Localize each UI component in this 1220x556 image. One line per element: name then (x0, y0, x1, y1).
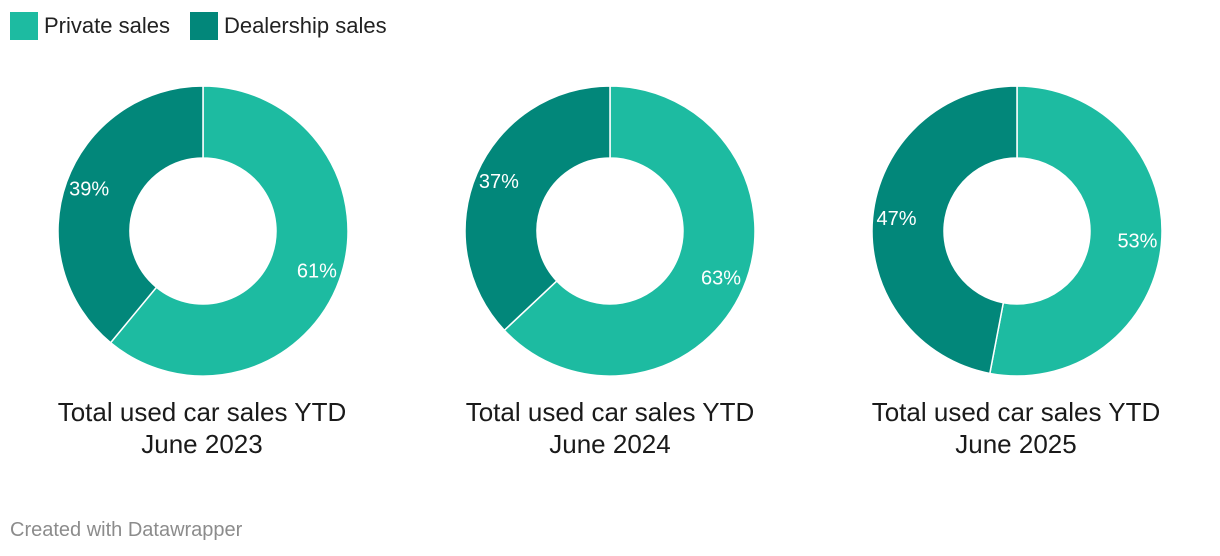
chart-title-line2: June 2023 (141, 429, 263, 459)
donut-slice-private-sales (988, 85, 1163, 377)
slice-value-label: 37% (479, 171, 519, 193)
legend-item-private-sales: Private sales (10, 12, 170, 40)
donut-slice-dealership-sales (871, 85, 1018, 375)
chart-title-line1: Total used car sales YTD (465, 397, 755, 427)
chart-title-line1: Total used car sales YTD (57, 397, 347, 427)
chart-title-line1: Total used car sales YTD (871, 397, 1161, 427)
legend-label-dealership-sales: Dealership sales (223, 13, 387, 38)
chart-title-2024: Total used car sales YTD June 2024 (430, 396, 790, 460)
legend-swatch-dealership-sales (189, 12, 218, 40)
donut-chart-0: 61% 39% (57, 85, 349, 377)
slice-value-label: 53% (1117, 231, 1157, 253)
slice-value-label: 63% (701, 267, 741, 289)
chart-title-line2: June 2025 (955, 429, 1077, 459)
footer-credit: Created with Datawrapper (10, 519, 243, 541)
slice-value-label: 61% (297, 260, 337, 282)
donut-slice-private-sales (503, 85, 756, 377)
donut-charts-svg: 61% 39% 63% 37% 53% 47% (57, 85, 1163, 377)
slice-value-label: 39% (69, 178, 109, 200)
legend-item-dealership-sales: Dealership sales (189, 12, 387, 40)
donut-slice-dealership-sales (464, 85, 611, 332)
donut-chart-2: 53% 47% (871, 85, 1163, 377)
legend-swatch-private-sales (10, 12, 38, 40)
legend: Private sales Dealership sales (10, 12, 387, 40)
slice-value-label: 47% (877, 208, 917, 230)
donut-chart-1: 63% 37% (464, 85, 756, 377)
chart-title-2023: Total used car sales YTD June 2023 (22, 396, 382, 460)
chart-title-2025: Total used car sales YTD June 2025 (836, 396, 1196, 460)
chart-title-line2: June 2024 (549, 429, 671, 459)
charts-area: 61% 39% 63% 37% 53% 47% Total used car sales … (0, 70, 1220, 470)
donut-slice-private-sales (109, 85, 349, 377)
donut-slice-dealership-sales (57, 85, 204, 344)
legend-label-private-sales: Private sales (44, 13, 170, 38)
